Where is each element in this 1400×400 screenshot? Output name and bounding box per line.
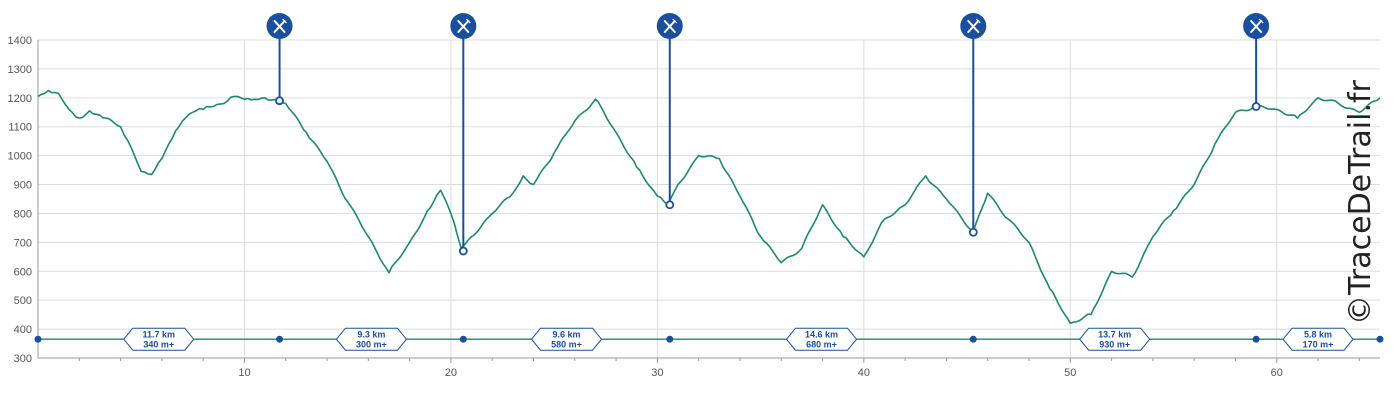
segment-label-box (1079, 327, 1151, 351)
fork-tines-icon (465, 18, 471, 24)
y-tick-label: 1100 (8, 122, 32, 134)
segment-distance: 9.6 km (553, 330, 581, 340)
elevation-line (37, 89, 1381, 325)
y-tick-label: 500 (14, 295, 32, 307)
segment-gain: 340 m+ (143, 340, 174, 350)
segment-point (1252, 335, 1260, 343)
x-tick-label: 10 (238, 367, 250, 379)
y-tick-label: 400 (14, 324, 32, 336)
segment-point (969, 335, 977, 343)
x-tick-label: 60 (1271, 367, 1283, 379)
y-tick-label: 800 (14, 208, 32, 220)
aid-station-point (275, 96, 284, 106)
y-tick-label: 1400 (8, 35, 32, 47)
segment-distance: 11.7 km (143, 330, 176, 340)
x-tick-label: 40 (858, 367, 870, 379)
segment-point (34, 335, 42, 343)
segment-point (276, 335, 284, 343)
fork-knife-icon (266, 13, 293, 39)
x-tick-label: 30 (651, 367, 663, 379)
segment-gain: 300 m+ (356, 340, 387, 350)
fork-icon (273, 20, 286, 33)
aid-station-markers (266, 13, 1270, 256)
fork-knife-icon (1243, 13, 1270, 39)
fork-icon (967, 20, 980, 33)
segment-label-box (785, 327, 858, 351)
aid-station-point (1251, 102, 1261, 111)
fork-icon (457, 20, 470, 33)
aid-station-point (458, 246, 468, 256)
y-tick-label: 1200 (8, 93, 32, 105)
x-tick-label: 20 (445, 367, 457, 379)
y-tick-label: 300 (14, 353, 32, 365)
fork-tines-icon (975, 18, 981, 24)
aid-station-point (968, 227, 978, 237)
y-tick-label: 900 (14, 180, 32, 192)
segment-gain: 680 m+ (806, 340, 837, 350)
segment-distance: 5.8 km (1304, 330, 1332, 340)
fork-knife-icon (960, 13, 987, 39)
fork-icon (663, 20, 676, 33)
segment-distance: 9.3 km (357, 330, 385, 340)
segment-gain: 580 m+ (551, 340, 582, 350)
segment-label-box (530, 327, 603, 351)
fork-icon (1250, 20, 1263, 33)
segment-point (459, 335, 467, 343)
segment-label-box (1282, 327, 1354, 351)
watermark: ©TraceDeTrail.fr (1343, 79, 1378, 325)
segment-label-box (123, 327, 195, 351)
elevation-profile (37, 89, 1381, 325)
segment-distance: 14.6 km (805, 330, 838, 340)
y-tick-label: 1000 (8, 151, 32, 163)
fork-tines-icon (672, 18, 678, 24)
aid-station-point (665, 200, 675, 210)
y-tick-label: 600 (14, 266, 32, 278)
fork-tines-icon (1258, 18, 1264, 24)
x-tick-label: 50 (1064, 367, 1076, 379)
segment-point (666, 335, 674, 343)
segment-label-box (335, 327, 408, 351)
y-tick-label: 1300 (8, 64, 32, 76)
segment-gain: 170 m+ (1303, 340, 1334, 350)
fork-tines-icon (282, 18, 287, 24)
fork-knife-icon (656, 13, 683, 39)
segment-point (1376, 335, 1384, 343)
grid (38, 39, 1380, 359)
fork-knife-icon (450, 13, 477, 39)
segment-distance: 13.7 km (1098, 330, 1131, 340)
axes: 300 400 500 600 700 800 900 1000 1100 1200 1300 140… (8, 35, 1380, 379)
y-tick-label: 700 (14, 237, 32, 249)
segment-gain: 930 m+ (1099, 340, 1130, 350)
